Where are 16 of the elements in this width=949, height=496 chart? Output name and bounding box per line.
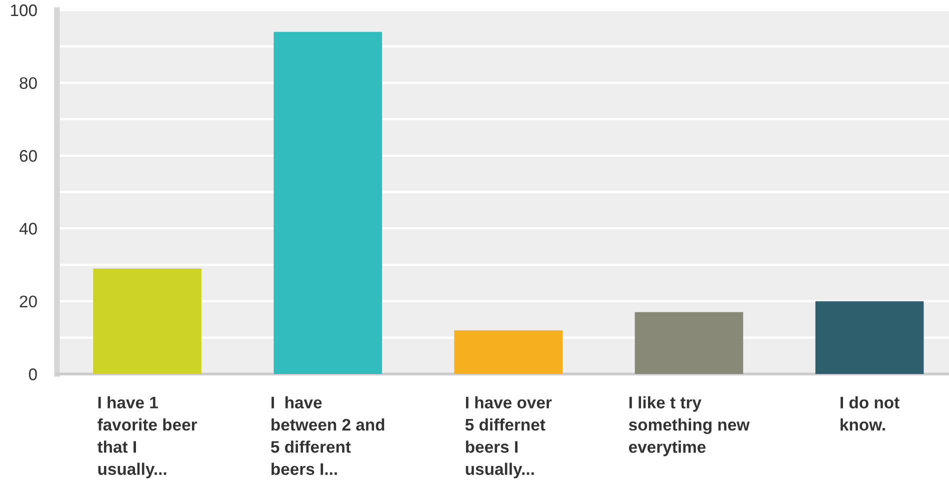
bar [815, 301, 924, 374]
y-tick-label: 60 [20, 150, 37, 162]
bar [454, 330, 563, 374]
x-tick-label: I do not know. [840, 396, 900, 431]
y-tick-label: 0 [28, 368, 37, 380]
x-tick-label: I have 1 favorite beer that I usually... [97, 396, 198, 478]
x-tick-label: I like t try something new everytime [628, 396, 750, 456]
y-tick-label: 40 [19, 222, 37, 235]
bar [274, 32, 382, 374]
y-tick-label: 80 [20, 77, 37, 90]
y-tick-label: 100 [11, 4, 37, 16]
bar [634, 312, 744, 374]
y-tick-label: 20 [20, 296, 37, 308]
x-tick-label: I have over 5 differnet beers I usually... [465, 396, 552, 478]
x-tick-label: I have between 2 and 5 different beers I... [270, 396, 384, 476]
bar [93, 268, 202, 374]
